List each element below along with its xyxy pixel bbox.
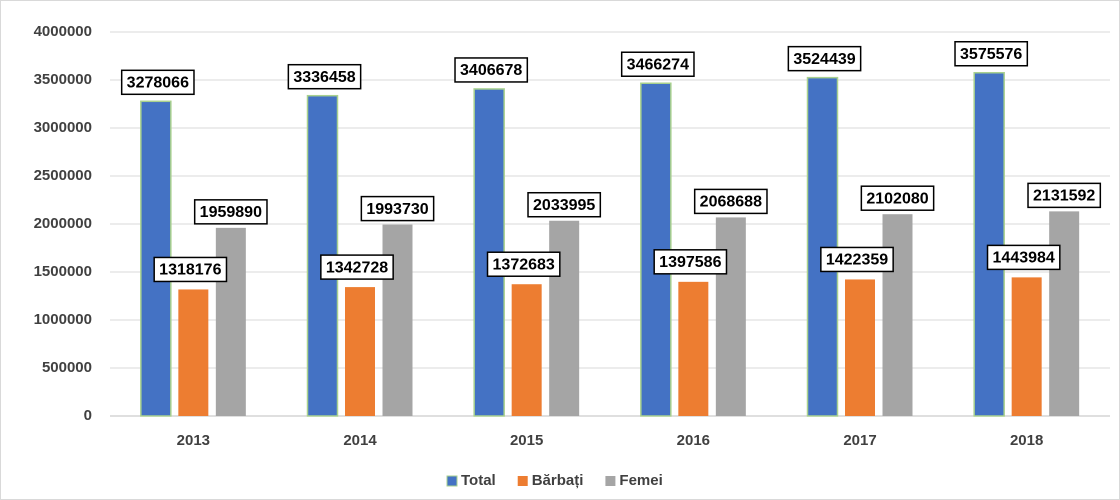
x-tick-label: 2016	[677, 432, 710, 449]
bar	[382, 224, 413, 416]
data-label-box	[320, 254, 394, 280]
data-label: 1422359	[826, 252, 888, 269]
x-tick-label: 2015	[510, 432, 543, 449]
legend-label: Total	[461, 472, 496, 489]
legend-swatch	[605, 476, 616, 486]
x-tick-label: 2018	[1010, 432, 1043, 449]
bar	[882, 214, 913, 416]
data-label: 1318176	[159, 262, 221, 279]
data-label: 1342728	[326, 259, 388, 276]
data-label: 2131592	[1033, 188, 1095, 205]
y-tick-label: 1000000	[34, 311, 92, 328]
data-label-box	[360, 195, 435, 222]
data-label: 2033995	[533, 197, 595, 214]
y-tick-label: 3500000	[34, 71, 92, 88]
data-label-box	[153, 256, 228, 283]
y-tick-label: 500000	[42, 359, 92, 376]
data-label: 2068688	[700, 194, 762, 211]
data-label-box	[787, 45, 862, 72]
data-label-box	[527, 191, 602, 218]
x-tick-label: 2017	[843, 432, 876, 449]
bar	[973, 71, 1005, 417]
data-label: 1993730	[366, 201, 428, 218]
bar	[678, 281, 709, 416]
data-label-box	[693, 188, 768, 215]
y-tick-label: 1500000	[34, 263, 92, 280]
data-label: 3466274	[627, 56, 689, 73]
data-label-box	[954, 40, 1029, 67]
data-label-box	[486, 251, 561, 277]
data-label-box	[193, 199, 268, 225]
y-tick-label: 3000000	[34, 119, 92, 136]
data-label-box	[653, 249, 728, 275]
data-label: 3278066	[127, 75, 189, 92]
data-label-box	[1027, 182, 1102, 209]
x-tick-label: 2014	[343, 432, 377, 449]
y-tick-label: 2500000	[34, 167, 92, 184]
data-label-box	[287, 63, 362, 90]
data-label: 1397586	[659, 254, 721, 271]
legend-label: Bărbați	[532, 472, 584, 489]
data-label-box	[820, 246, 894, 273]
bar	[1011, 277, 1042, 416]
data-label: 3406678	[460, 62, 522, 79]
bar	[715, 217, 746, 416]
bar	[511, 284, 542, 416]
data-label-box	[860, 185, 935, 211]
y-tick-label: 2000000	[34, 215, 92, 232]
data-label-box	[120, 69, 195, 96]
data-label: 2102080	[866, 190, 928, 207]
bar	[178, 289, 209, 416]
data-label: 1443984	[993, 250, 1055, 267]
data-label-box	[620, 51, 695, 77]
bar	[345, 287, 375, 416]
data-label-box	[454, 57, 529, 83]
bar	[549, 220, 580, 416]
bar	[1049, 211, 1080, 416]
data-label-box	[986, 244, 1061, 271]
y-tick-label: 4000000	[34, 23, 92, 40]
data-label: 3575576	[960, 46, 1022, 63]
data-label: 1959890	[200, 204, 262, 221]
data-label: 1372683	[493, 256, 555, 273]
legend-swatch	[517, 476, 528, 486]
y-tick-label: 0	[84, 407, 92, 424]
legend-swatch	[446, 475, 458, 487]
legend-label: Femei	[619, 472, 662, 489]
data-label: 3524439	[793, 51, 855, 68]
x-tick-label: 2013	[177, 432, 210, 449]
bar	[845, 279, 875, 416]
bar	[215, 227, 246, 416]
data-label: 3336458	[293, 69, 355, 86]
